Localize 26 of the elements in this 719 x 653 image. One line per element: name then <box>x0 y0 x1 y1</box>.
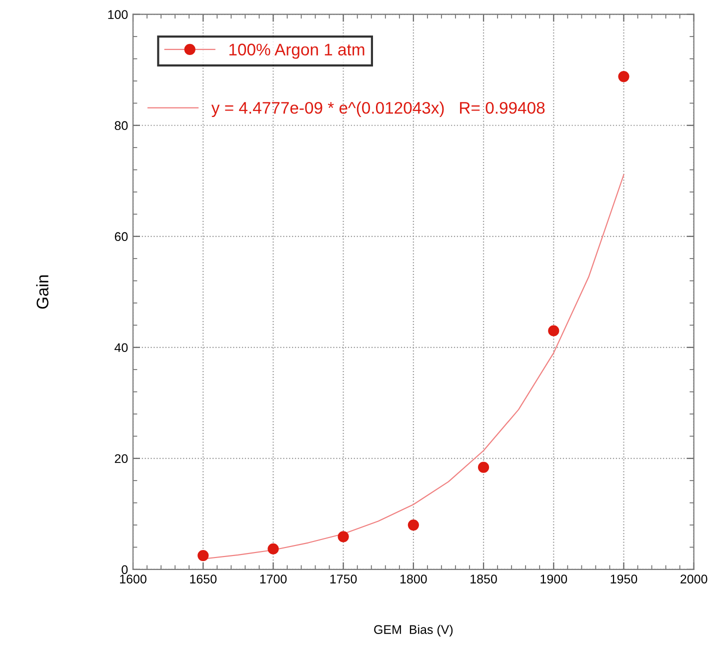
y-tick-label: 100 <box>108 10 128 20</box>
point <box>338 531 349 542</box>
y-tick-label: 20 <box>114 454 128 464</box>
y-tick-label: 60 <box>114 232 128 242</box>
point <box>548 325 560 336</box>
point <box>268 543 279 554</box>
x-tick-label: 1700 <box>260 574 287 584</box>
y-tick-label: 40 <box>114 343 128 352</box>
y-tick-label: 0 <box>122 565 128 574</box>
legend-label: 100% Argon 1 atm <box>229 44 364 59</box>
point <box>478 462 490 473</box>
x-tick-label: 1950 <box>610 574 638 584</box>
y-tick-label: 80 <box>114 121 128 130</box>
x-tick-label: 1900 <box>540 574 568 584</box>
x-tick-label: 2000 <box>680 574 708 584</box>
x-tick-label: 1600 <box>120 574 146 584</box>
x-axis-title: GEM Bias (V) <box>374 624 453 636</box>
point <box>618 70 630 82</box>
point <box>198 550 209 562</box>
x-tick-label: 1750 <box>330 574 357 584</box>
point <box>408 519 419 531</box>
x-tick-label: 1650 <box>190 574 217 584</box>
legend-label: y = 4.4777e-09 * e^(0.012043x) R= 0.99408 <box>211 102 545 118</box>
y-axis-title: Gain <box>36 275 48 309</box>
x-tick-label: 1800 <box>400 574 427 584</box>
x-tick-label: 1850 <box>470 574 497 584</box>
